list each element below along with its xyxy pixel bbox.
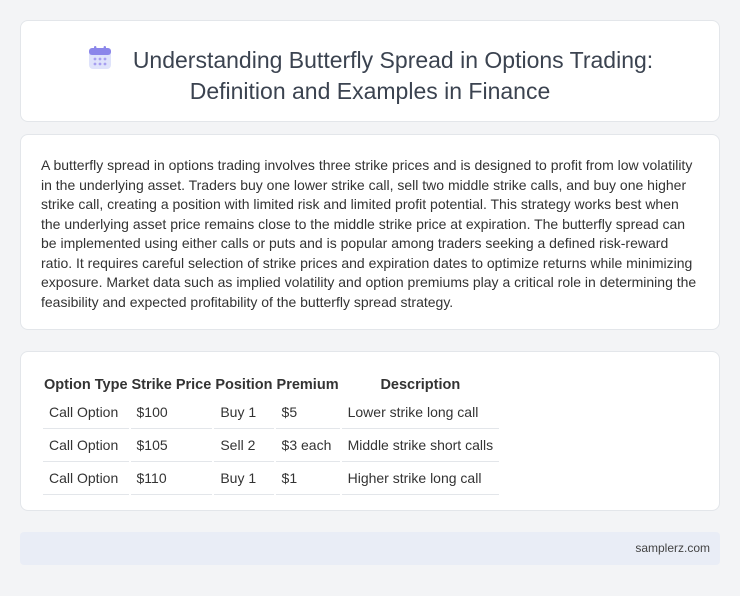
- calendar-icon: [88, 46, 111, 69]
- cell-premium: $1: [275, 464, 340, 495]
- cell-strike-price: $100: [130, 398, 213, 429]
- header-position: Position: [215, 377, 273, 393]
- table-card: Option Type Strike Price Position Premiu…: [20, 351, 720, 511]
- description-paragraph: A butterfly spread in options trading in…: [41, 157, 697, 310]
- description-card: A butterfly spread in options trading in…: [20, 134, 720, 330]
- cell-strike-price: $110: [130, 464, 213, 495]
- header-card: Understanding Butterfly Spread in Option…: [20, 20, 720, 122]
- page-title: Understanding Butterfly Spread in Option…: [21, 45, 719, 107]
- title-line-1: Understanding Butterfly Spread in Option…: [132, 47, 654, 73]
- cell-position: Buy 1: [214, 398, 274, 429]
- title-block: Understanding Butterfly Spread in Option…: [21, 45, 719, 107]
- cell-premium: $5: [275, 398, 340, 429]
- cell-position: Buy 1: [214, 464, 274, 495]
- table-row: Call Option $110 Buy 1 $1 Higher strike …: [43, 464, 500, 495]
- cell-description: Middle strike short calls: [341, 431, 500, 462]
- header-strike-price: Strike Price: [131, 377, 212, 393]
- cell-premium: $3 each: [275, 431, 340, 462]
- footer-bar: samplerz.com: [20, 532, 720, 565]
- cell-position: Sell 2: [214, 431, 274, 462]
- cell-option-type: Call Option: [43, 431, 129, 462]
- table-row: Call Option $100 Buy 1 $5 Lower strike l…: [43, 398, 500, 429]
- cell-option-type: Call Option: [43, 464, 129, 495]
- header-premium: Premium: [276, 377, 339, 393]
- butterfly-spread-table: Option Type Strike Price Position Premiu…: [41, 372, 501, 497]
- footer-site-link[interactable]: samplerz.com: [635, 541, 710, 555]
- table-header-row: Option Type Strike Price Position Premiu…: [43, 374, 499, 396]
- table-row: Call Option $105 Sell 2 $3 each Middle s…: [43, 431, 500, 462]
- title-line-2: Definition and Examples in Finance: [189, 78, 551, 104]
- cell-option-type: Call Option: [43, 398, 129, 429]
- cell-description: Higher strike long call: [341, 464, 500, 495]
- cell-strike-price: $105: [130, 431, 213, 462]
- header-option-type: Option Type: [44, 377, 128, 393]
- cell-description: Lower strike long call: [341, 398, 500, 429]
- header-description: Description: [380, 377, 461, 393]
